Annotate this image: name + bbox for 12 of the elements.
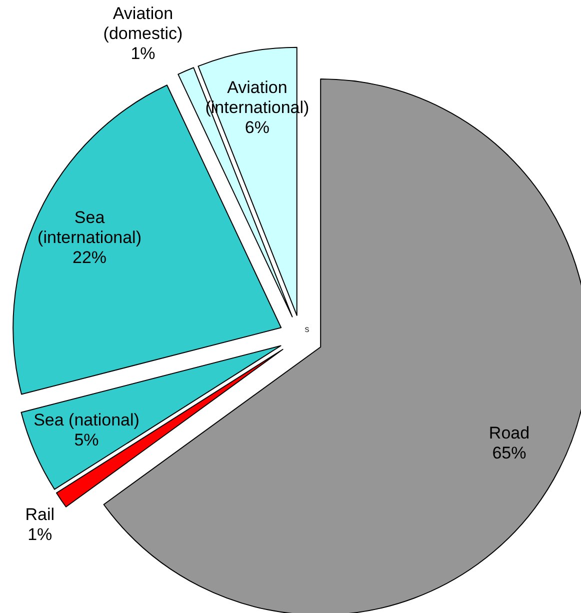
slice-label: Rail [25,505,55,524]
slice-label: Sea (national) [34,410,140,430]
text: s [304,324,310,334]
slice-label: Sea (international) [38,208,142,247]
slice-label: Road [488,424,530,443]
data-label: 65% [492,444,526,463]
slice-label: Aviation (domestic) [103,4,183,44]
data-label: 1% [130,44,156,64]
data-label: 22% [72,248,107,267]
data-label: 6% [244,118,270,137]
data-label: 1% [28,525,52,544]
data-label: 5% [74,430,99,450]
